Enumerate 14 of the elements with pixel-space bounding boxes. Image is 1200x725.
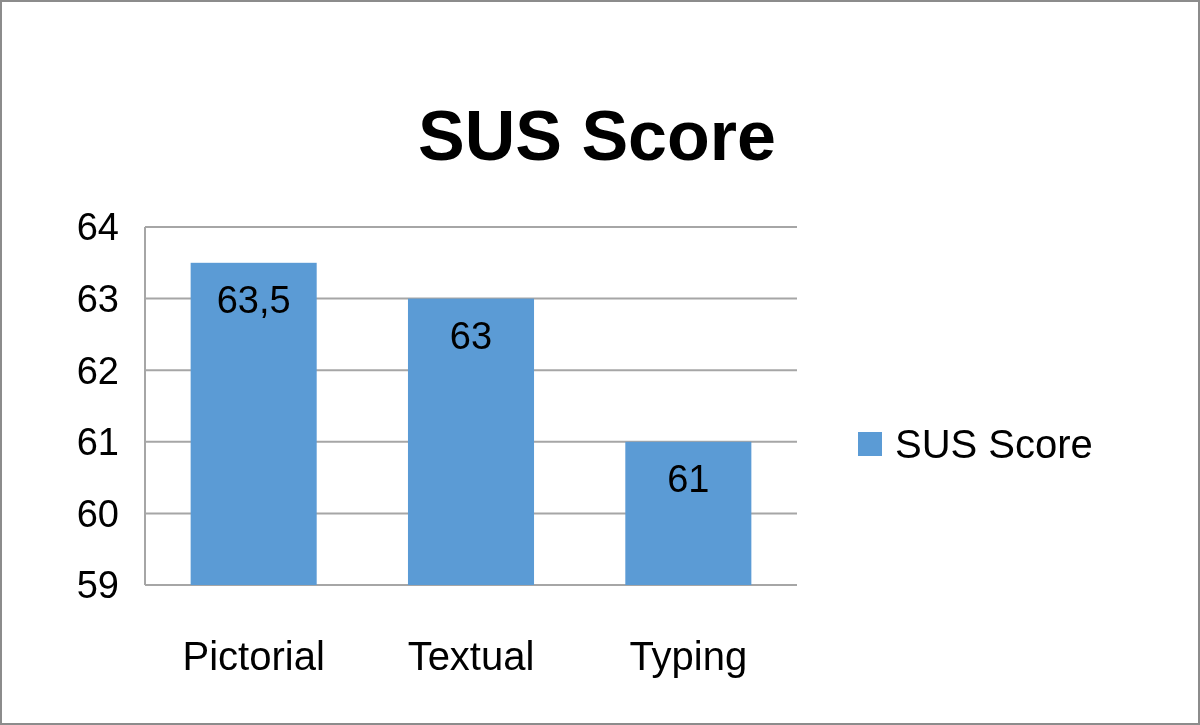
y-tick-label: 63 — [76, 277, 119, 320]
y-tick-label: 59 — [76, 564, 119, 607]
data-label: 63 — [449, 314, 493, 357]
x-tick-label: Textual — [407, 634, 535, 678]
y-tick-label: 61 — [76, 421, 119, 464]
y-tick-label: 62 — [76, 349, 119, 392]
chart-title: SUS Score — [418, 97, 776, 175]
x-tick-label: Typing — [629, 634, 748, 678]
data-label: 61 — [667, 457, 710, 500]
y-tick-label: 64 — [76, 206, 119, 249]
data-label: 63,5 — [216, 278, 291, 321]
legend-label: SUS Score — [895, 422, 1093, 466]
x-tick-label: Pictorial — [182, 634, 325, 678]
y-tick-label: 60 — [76, 492, 119, 535]
